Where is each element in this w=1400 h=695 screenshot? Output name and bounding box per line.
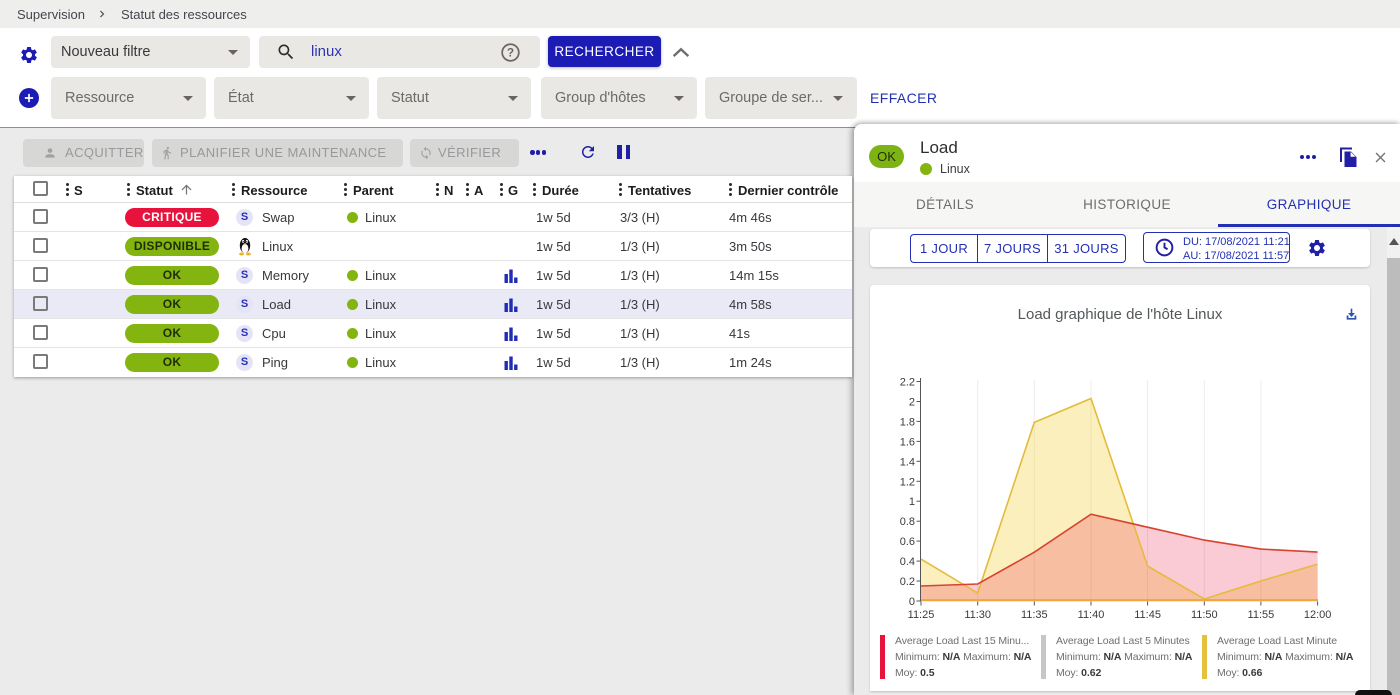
svg-text:0.4: 0.4 — [900, 556, 915, 568]
svg-text:0: 0 — [909, 596, 915, 608]
svg-text:?: ? — [507, 46, 514, 60]
svg-text:12:00: 12:00 — [1304, 609, 1332, 621]
svg-text:11:55: 11:55 — [1248, 609, 1275, 621]
svg-text:11:30: 11:30 — [964, 609, 991, 621]
svg-text:2.2: 2.2 — [900, 377, 915, 389]
svg-text:11:25: 11:25 — [908, 609, 935, 621]
svg-text:2: 2 — [909, 397, 915, 409]
svg-text:11:45: 11:45 — [1134, 609, 1161, 621]
svg-text:1.4: 1.4 — [900, 456, 915, 468]
svg-text:11:35: 11:35 — [1021, 609, 1048, 621]
svg-text:11:40: 11:40 — [1078, 609, 1105, 621]
svg-text:1.6: 1.6 — [900, 436, 915, 448]
svg-text:1: 1 — [909, 496, 915, 508]
svg-text:1.8: 1.8 — [900, 416, 915, 428]
svg-text:1.2: 1.2 — [900, 476, 915, 488]
svg-text:0.6: 0.6 — [900, 536, 915, 548]
svg-text:0.8: 0.8 — [900, 516, 915, 528]
svg-text:11:50: 11:50 — [1191, 609, 1218, 621]
svg-text:0.2: 0.2 — [900, 576, 915, 588]
